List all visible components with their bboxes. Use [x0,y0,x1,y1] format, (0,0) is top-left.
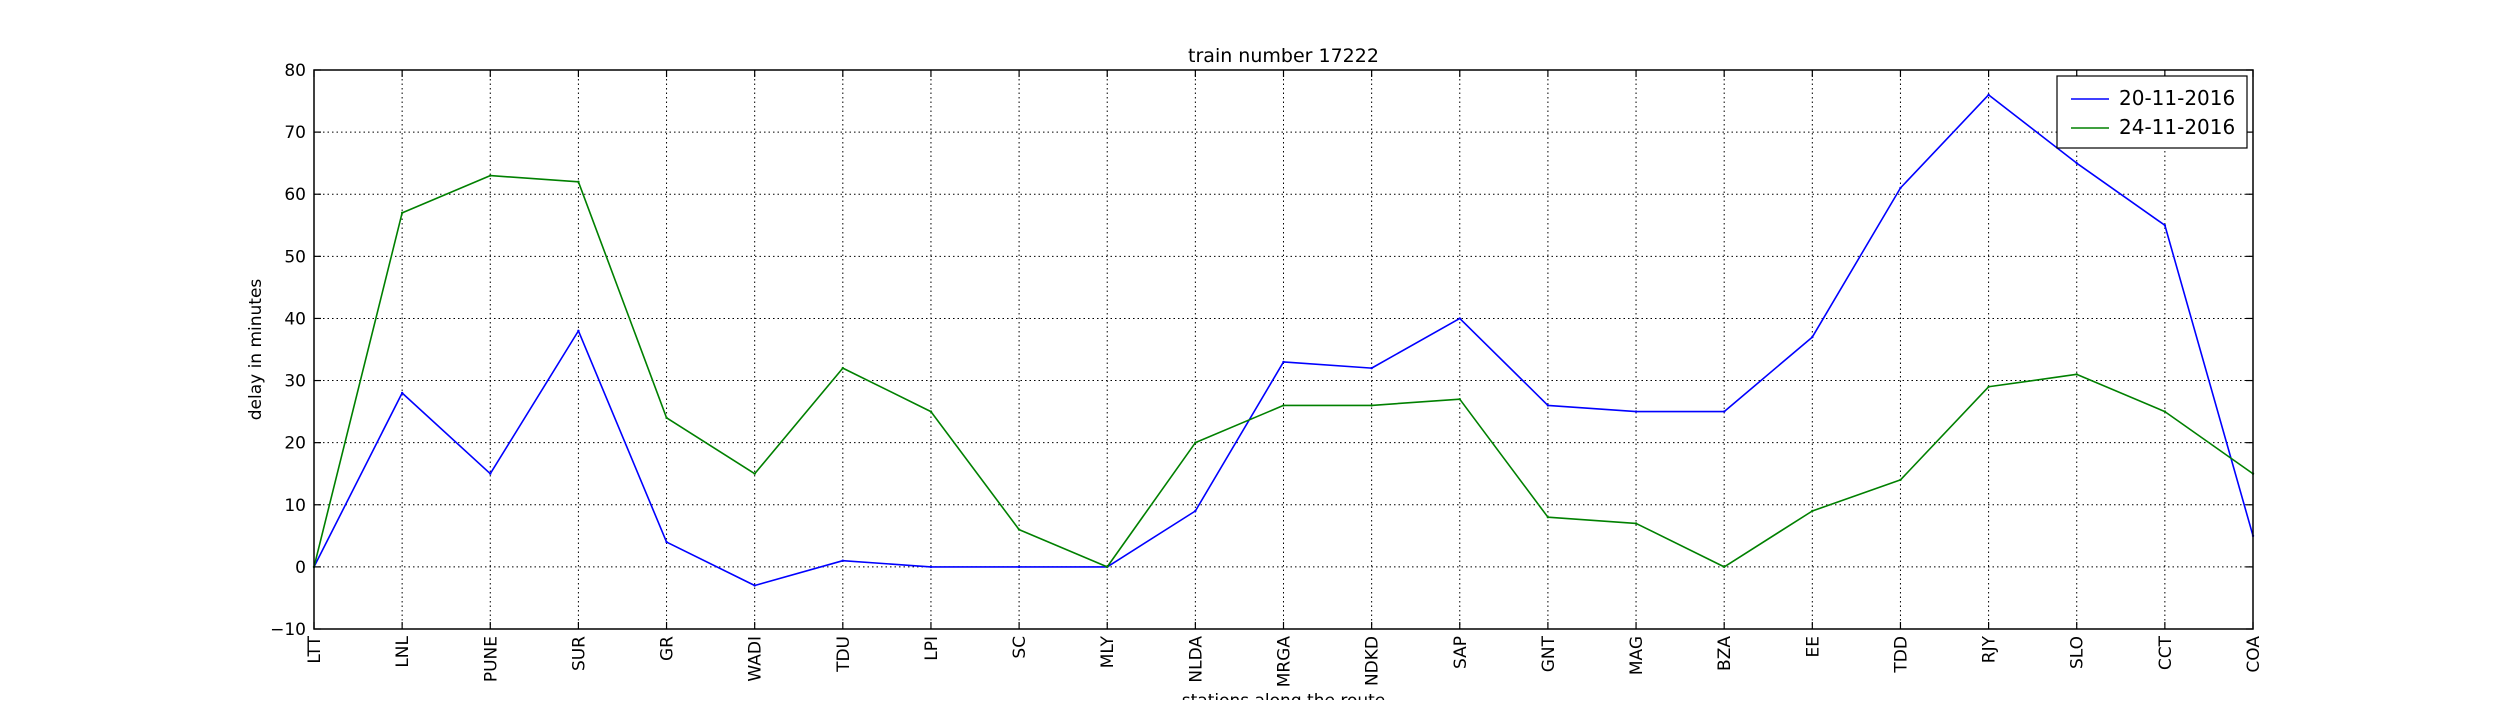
x-tick-label: MLY [1098,635,1118,668]
data-point [2075,373,2078,376]
data-point [1811,335,1814,339]
x-tick-label: EE [1803,636,1823,657]
data-point [1634,410,1638,413]
legend-label: 24-11-2016 [2119,115,2235,139]
legend-item: 20-11-2016 [2071,86,2235,110]
x-tick-label: BZA [1715,636,1735,671]
data-point [1634,522,1638,525]
data-point [1106,565,1109,569]
y-tick-label: 50 [284,247,306,267]
x-tick-label: LTT [305,635,325,663]
legend: 20-11-2016 24-11-2016 [2056,75,2248,149]
data-point [2075,161,2078,165]
grid [313,69,2254,630]
y-tick-label: 70 [284,123,306,143]
y-tick-label: 80 [284,61,306,81]
data-point [1370,366,1373,370]
data-point [1546,516,1550,519]
y-tick-label: 40 [284,309,306,329]
x-tick-label: TDU [834,636,854,673]
data-point [1282,404,1285,407]
data-point [2163,224,2167,227]
data-point [400,211,404,215]
data-point [1017,528,1021,531]
x-tick-label: RJY [1980,635,2000,663]
data-point [577,329,580,333]
x-tick-label: COA [2244,636,2264,673]
x-tick-label: GR [658,636,678,661]
data-point [1546,404,1550,407]
data-point [1370,404,1373,407]
data-point [2163,410,2167,413]
legend-box [2056,75,2248,149]
data-point [1722,565,1726,569]
data-point [665,416,668,420]
y-tick-label: 20 [284,434,306,454]
x-tick-label: CCT [2156,635,2176,670]
x-tick-label: PUNE [481,636,501,682]
data-point [1899,186,1902,190]
legend-item: 24-11-2016 [2071,115,2235,139]
y-tick-label: −10 [270,620,306,640]
data-point [753,472,756,475]
data-point [1722,410,1726,413]
data-point [489,174,492,177]
data-point [1017,565,1021,569]
data-point [841,366,845,370]
data-point [753,584,756,587]
y-tick-label: 60 [284,185,306,205]
x-tick-label: SLO [2068,636,2088,669]
x-tick-label: SC [1010,636,1030,659]
data-point [1194,441,1197,444]
data-point [1899,478,1902,482]
x-tick-label: MRGA [1275,636,1295,688]
x-tick-label: SUR [569,636,589,671]
data-point [1458,397,1461,401]
y-tick-label: 0 [295,558,306,578]
x-tick-label: NLDA [1186,636,1206,683]
data-point [665,540,668,544]
data-point [929,565,933,569]
data-point [400,391,404,395]
y-axis-label: delay in minutes [246,279,266,421]
data-point [1194,509,1197,513]
data-point [1282,360,1285,364]
data-point [929,410,933,413]
x-tick-label: TDD [1891,636,1911,674]
y-tick-label: 10 [284,496,306,516]
y-tick-label: 30 [284,372,306,392]
x-tick-label: MAG [1627,636,1647,675]
data-point [1987,93,1990,97]
data-point [1987,385,1990,388]
x-tick-label: NDKD [1363,636,1383,686]
x-tick-label: SAP [1451,636,1471,669]
data-point [489,472,492,475]
data-point [577,180,580,183]
legend-label: 20-11-2016 [2119,86,2235,110]
data-point [1458,317,1461,320]
x-axis-ticks: LTT LNL PUNE SUR GR WADI TDU LPI SC MLY NLDA MRGA ND… [305,70,2264,687]
x-tick-label: LPI [922,636,942,661]
x-tick-label: GNT [1539,635,1559,672]
series-line [313,174,2254,568]
series-2 [312,174,2255,569]
x-tick-label: LNL [393,635,413,667]
chart-title: train number 17222 [1188,45,1379,67]
data-point [841,559,845,562]
y-axis-ticks: −10 0 10 20 30 40 50 60 70 80 [270,61,2253,640]
data-point [1811,509,1814,513]
x-tick-label: WADI [746,636,766,682]
x-axis-label: stations along the route [1182,691,1386,700]
